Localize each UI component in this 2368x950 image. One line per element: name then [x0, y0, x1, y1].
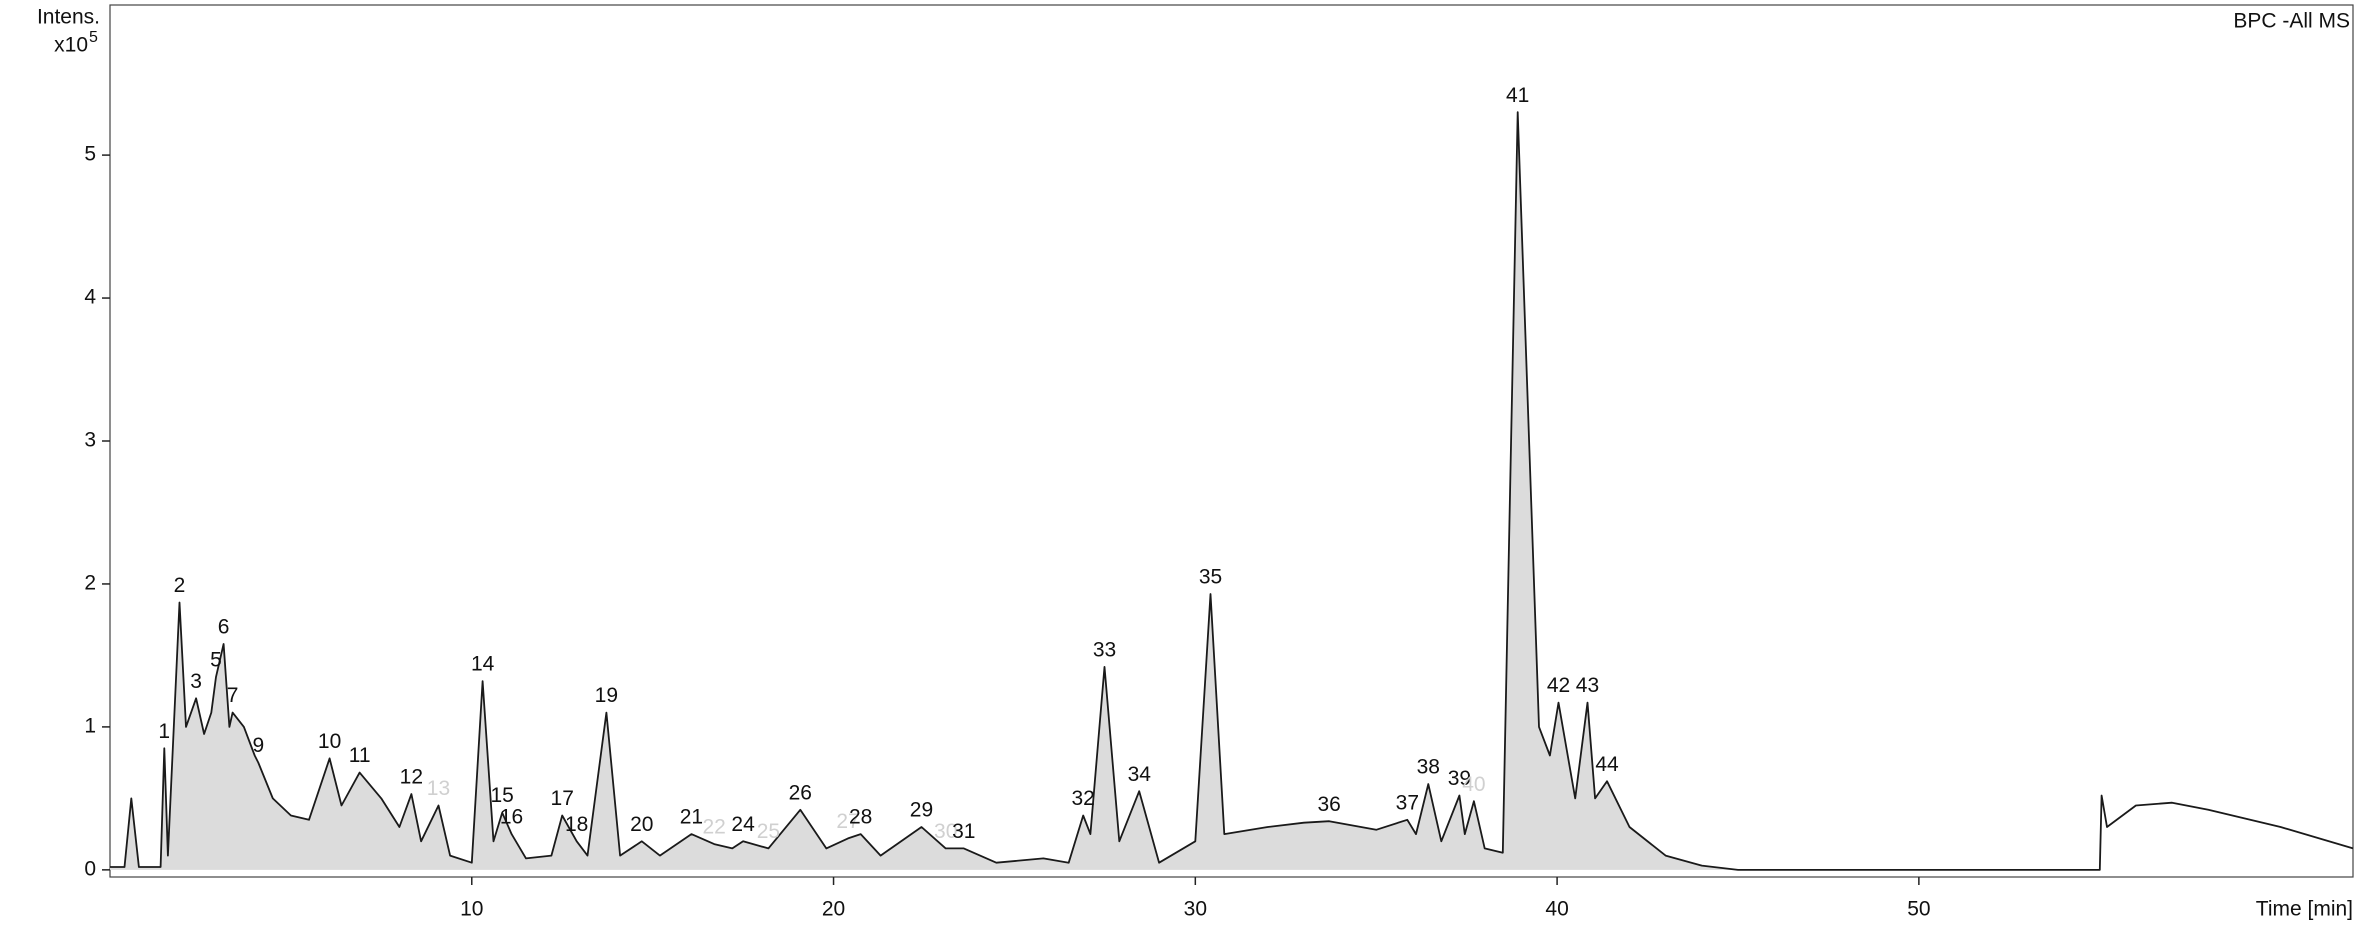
peak-label: 27 [836, 810, 859, 833]
peak-label: 44 [1595, 753, 1619, 776]
x-tick-label: 30 [1184, 898, 1207, 921]
y-tick-label: 5 [84, 143, 96, 166]
peak-label: 38 [1417, 756, 1440, 779]
peak-label: 33 [1093, 638, 1116, 661]
y-axis-label: Intens. [37, 6, 100, 29]
x-tick-label: 50 [1907, 898, 1930, 921]
peak-label: 34 [1128, 763, 1152, 786]
y-multiplier: x10 [54, 34, 88, 57]
peak-label: 7 [227, 684, 239, 707]
peak-label: 43 [1576, 674, 1599, 697]
peak-label: 31 [952, 820, 975, 843]
x-tick-label: 20 [822, 898, 845, 921]
peak-label: 13 [427, 777, 450, 800]
peak-label: 24 [731, 813, 755, 836]
peak-label: 41 [1506, 84, 1529, 107]
y-tick-label: 3 [84, 429, 96, 452]
peak-label: 35 [1199, 566, 1222, 589]
peak-label: 26 [789, 781, 812, 804]
x-tick-label: 10 [460, 898, 483, 921]
peak-label: 39 [1448, 767, 1471, 790]
y-tick-label: 2 [84, 571, 96, 594]
peak-label: 20 [630, 813, 653, 836]
peak-label: 18 [565, 813, 588, 836]
peak-label: 19 [595, 684, 618, 707]
peak-label: 36 [1317, 793, 1340, 816]
peak-label: 30 [934, 820, 957, 843]
peak-label: 32 [1071, 787, 1094, 810]
plot-frame [109, 4, 2354, 878]
peak-label: 28 [849, 806, 872, 829]
peak-label: 6 [218, 616, 230, 639]
peak-label: 15 [490, 784, 513, 807]
peak-label: 29 [910, 799, 933, 822]
peak-label: 5 [210, 648, 222, 671]
peak-label: 3 [190, 670, 202, 693]
y-multiplier-exponent: 5 [89, 29, 98, 46]
y-tick-label: 1 [84, 714, 96, 737]
peak-label: 10 [318, 730, 341, 753]
peak-label: 25 [757, 820, 780, 843]
peak-label: 42 [1547, 674, 1570, 697]
x-tick-label: 40 [1545, 898, 1568, 921]
peak-label: 9 [252, 734, 264, 757]
chart-title: BPC -All MS [2233, 10, 2350, 33]
peak-label: 40 [1462, 773, 1485, 796]
peak-label: 11 [349, 744, 371, 767]
y-tick-label: 4 [84, 286, 96, 309]
peak-label: 17 [551, 787, 574, 810]
chromatogram-trace [110, 111, 2354, 871]
y-tick-label: 0 [84, 857, 96, 880]
peak-label: 37 [1396, 791, 1419, 814]
peak-label: 22 [702, 816, 725, 839]
peak-label: 16 [500, 806, 523, 829]
peak-label: 1 [158, 720, 170, 743]
peak-label: 12 [400, 766, 423, 789]
peak-label: 14 [471, 653, 495, 676]
peak-label: 21 [680, 806, 703, 829]
x-axis-label: Time [min] [2256, 898, 2353, 921]
peak-label: 2 [174, 574, 186, 597]
